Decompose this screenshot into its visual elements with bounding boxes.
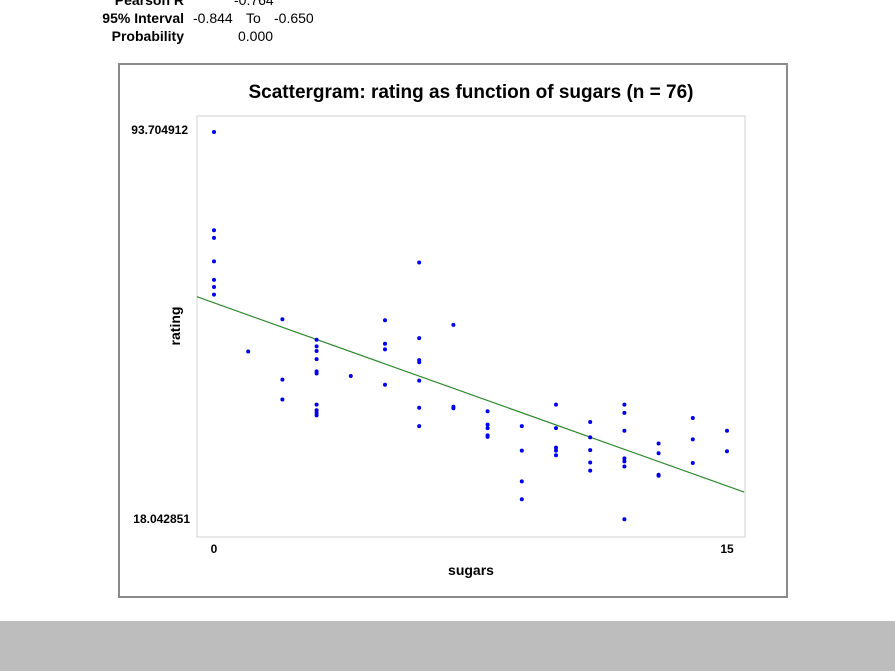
data-point [314,402,319,407]
interval-low: -0.844 [193,10,233,26]
data-point [622,428,627,433]
data-point [554,448,558,453]
data-point [314,337,319,342]
data-point [485,426,490,431]
data-point [417,360,422,365]
data-point [212,235,216,240]
data-point [519,448,524,453]
data-point [280,397,285,402]
data-point [417,260,422,265]
data-point [554,445,558,450]
data-point [314,348,319,353]
x-tick-label-15: 15 [720,542,734,556]
data-point [554,453,558,458]
data-point [417,378,422,383]
data-point [451,406,456,411]
data-point [417,424,422,429]
interval-label: 95% Interval [102,10,184,26]
data-point [656,441,661,446]
data-point [622,410,627,415]
data-point [622,517,627,522]
data-point [519,424,524,429]
data-point [725,449,729,454]
data-point [622,459,627,464]
data-point [622,456,627,461]
data-point [588,435,593,440]
data-point [656,473,661,478]
data-point [656,451,661,456]
probability-label: Probability [111,28,184,44]
data-point [212,277,216,282]
data-point [588,468,593,473]
data-point [519,497,524,502]
data-point [212,228,216,233]
x-tick-label-0: 0 [211,542,218,556]
data-point [485,409,490,414]
data-point [383,341,387,346]
data-point [280,377,285,382]
data-point [690,460,695,465]
data-point [588,420,593,425]
data-point [417,336,422,341]
data-point [417,405,422,410]
y-axis-label: rating [167,307,183,346]
data-point [725,428,729,433]
data-point [451,322,456,327]
data-point [622,402,627,407]
y-tick-label-min: 18.042851 [133,512,190,526]
data-point [588,460,593,465]
data-point [588,448,593,453]
data-point [212,130,216,135]
data-point [383,347,387,352]
data-point [314,357,319,362]
pearson-label: Pearson R [114,0,184,8]
data-point [690,415,695,420]
data-point [622,464,627,469]
probability-value: 0.000 [238,28,274,44]
data-point [554,426,558,431]
data-point [314,344,319,349]
data-point [280,317,285,322]
data-point [348,374,353,379]
data-point [212,259,216,264]
data-point [690,437,695,442]
y-tick-label-max: 93.704912 [131,123,188,137]
data-point [554,402,558,407]
data-point [212,285,216,290]
data-point [485,422,490,427]
bottom-bar [0,621,895,671]
data-point [212,292,216,297]
plot-area [196,115,746,538]
interval-to: To [246,10,261,26]
data-point [314,413,319,418]
pearson-value: -0.764 [234,0,274,8]
data-point [383,318,387,323]
data-point [485,434,490,439]
chart-title: Scattergram: rating as function of sugar… [248,82,693,103]
data-point [519,479,524,484]
data-point [314,371,319,376]
regression-line [196,296,745,493]
data-point [246,349,251,354]
x-axis-label: sugars [448,562,494,578]
interval-high: -0.650 [274,10,314,26]
data-point [383,382,387,387]
